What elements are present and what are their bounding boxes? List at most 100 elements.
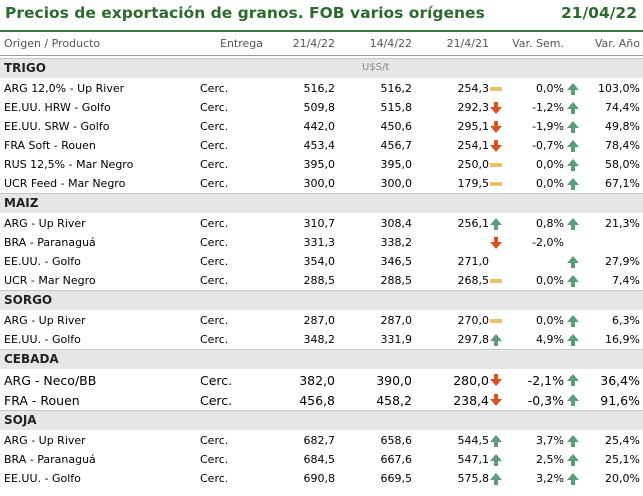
price-21-4-22: 348,2 [303,333,336,346]
var-anio-up-icon [566,101,580,115]
price-14-4-22: 450,6 [380,120,413,133]
var-sem-down-icon [489,373,503,387]
var-sem-up-icon [489,434,503,448]
product-name: FRA - Rouen [4,393,80,408]
delivery-cell: Cerc. [200,314,229,327]
price-21-4-21: 250,0 [457,158,490,171]
table-row: ARG - Up River Cerc. 310,7 308,4 256,1 0,8% 21… [0,214,643,233]
product-name: ARG - Up River [4,434,86,447]
var-sem-value: 0,0% [536,274,564,287]
var-sem-value: 4,9% [536,333,564,346]
var-anio-value: 103,0% [598,82,640,95]
price-14-4-22: 287,0 [380,314,413,327]
var-sem-value: 0,0% [536,82,564,95]
var-anio-up-icon [566,255,580,269]
var-sem-up-icon [489,333,503,347]
product-name: ARG - Neco/BB [4,373,97,388]
price-14-4-22: 669,5 [380,472,413,485]
price-14-4-22: 667,6 [380,453,413,466]
price-21-4-22: 354,0 [303,255,336,268]
var-anio-value: 6,3% [612,314,640,327]
var-sem-flat-icon [489,82,503,96]
price-14-4-22: 658,6 [380,434,413,447]
var-sem-flat-icon [489,158,503,172]
price-14-4-22: 515,8 [380,101,413,114]
var-anio-up-icon [566,274,580,288]
var-anio-value: 74,4% [605,101,640,114]
product-name: UCR Feed - Mar Negro [4,177,126,190]
var-anio-value: 7,4% [612,274,640,287]
table-row: RUS 12,5% - Mar Negro Cerc. 395,0 395,0 250,… [0,155,643,174]
price-21-4-21: 575,8 [457,472,490,485]
price-21-4-21: 254,3 [457,82,490,95]
table-row: EE.UU. HRW - Golfo Cerc. 509,8 515,8 292,3 -1… [0,98,643,117]
var-sem-value: 0,0% [536,314,564,327]
var-anio-up-icon [566,139,580,153]
product-name: UCR - Mar Negro [4,274,96,287]
price-21-4-22: 382,0 [299,373,335,388]
col-header-var-anio: Var. Año [594,37,640,50]
var-sem-value: -0,7% [532,139,564,152]
var-sem-value: -1,2% [532,101,564,114]
table-row: ARG 12,0% - Up River Cerc. 516,2 516,2 254,3… [0,79,643,98]
delivery-cell: Cerc. [200,217,229,230]
var-anio-value: 25,1% [605,453,640,466]
product-name: FRA Soft - Rouen [4,139,96,152]
section-soja: SOJA [0,410,643,430]
delivery-cell: Cerc. [200,158,229,171]
var-sem-value: 3,7% [536,434,564,447]
section-name: SORGO [4,293,53,307]
table-row: EE.UU. - Golfo Cerc. 348,2 331,9 297,8 4,9% 16… [0,330,643,349]
var-sem-value: -2,1% [527,373,564,388]
var-anio-up-icon [566,472,580,486]
var-anio-value: 67,1% [605,177,640,190]
section-sorgo: SORGO [0,290,643,310]
var-anio-value: 91,6% [600,393,640,408]
var-sem-down-icon [489,236,503,250]
var-sem-down-icon [489,393,503,407]
price-21-4-22: 300,0 [303,177,336,190]
table-row: EE.UU. - Golfo Cerc. 690,8 669,5 575,8 3,2% 20… [0,469,643,488]
price-21-4-21: 297,8 [457,333,490,346]
price-21-4-21: 270,0 [457,314,490,327]
product-name: EE.UU. SRW - Golfo [4,120,110,133]
product-name: EE.UU. - Golfo [4,472,81,485]
var-anio-up-icon [566,434,580,448]
price-21-4-21: 544,5 [457,434,490,447]
var-sem-down-icon [489,120,503,134]
table-row: ARG - Neco/BB Cerc. 382,0 390,0 280,0 -2,1% 36… [0,370,643,389]
delivery-cell: Cerc. [200,333,229,346]
var-anio-value: 78,4% [605,139,640,152]
table-row: EE.UU. SRW - Golfo Cerc. 442,0 450,6 295,1 -1… [0,117,643,136]
delivery-cell: Cerc. [200,255,229,268]
price-14-4-22: 390,0 [376,373,412,388]
price-21-4-21: 268,5 [457,274,490,287]
var-sem-value: -0,3% [527,393,564,408]
section-unit: U$S/t [362,62,390,73]
product-name: ARG - Up River [4,314,86,327]
table-row: ARG - Up River Cerc. 682,7 658,6 544,5 3,7% 25… [0,431,643,450]
delivery-cell: Cerc. [200,236,229,249]
col-header-date1: 21/4/22 [292,37,335,50]
delivery-cell: Cerc. [200,120,229,133]
table-row: ARG - Up River Cerc. 287,0 287,0 270,0 0,0% 6,… [0,311,643,330]
var-sem-value: -2,0% [532,236,564,249]
price-21-4-22: 509,8 [303,101,336,114]
var-anio-up-icon [566,120,580,134]
delivery-cell: Cerc. [200,434,229,447]
section-name: CEBADA [4,352,59,366]
price-21-4-21: 271,0 [457,255,490,268]
var-anio-up-icon [566,453,580,467]
table-row: UCR - Mar Negro Cerc. 288,5 288,5 268,5 0,0% 7… [0,271,643,290]
price-21-4-22: 331,3 [303,236,336,249]
report-date: 21/04/22 [560,4,637,22]
table-row: UCR Feed - Mar Negro Cerc. 300,0 300,0 179,5… [0,174,643,193]
var-anio-up-icon [566,158,580,172]
price-14-4-22: 516,2 [380,82,413,95]
var-sem-value: 0,0% [536,177,564,190]
price-21-4-22: 684,5 [303,453,336,466]
price-14-4-22: 458,2 [376,393,412,408]
var-anio-value: 25,4% [605,434,640,447]
price-21-4-22: 310,7 [303,217,336,230]
price-21-4-22: 287,0 [303,314,336,327]
